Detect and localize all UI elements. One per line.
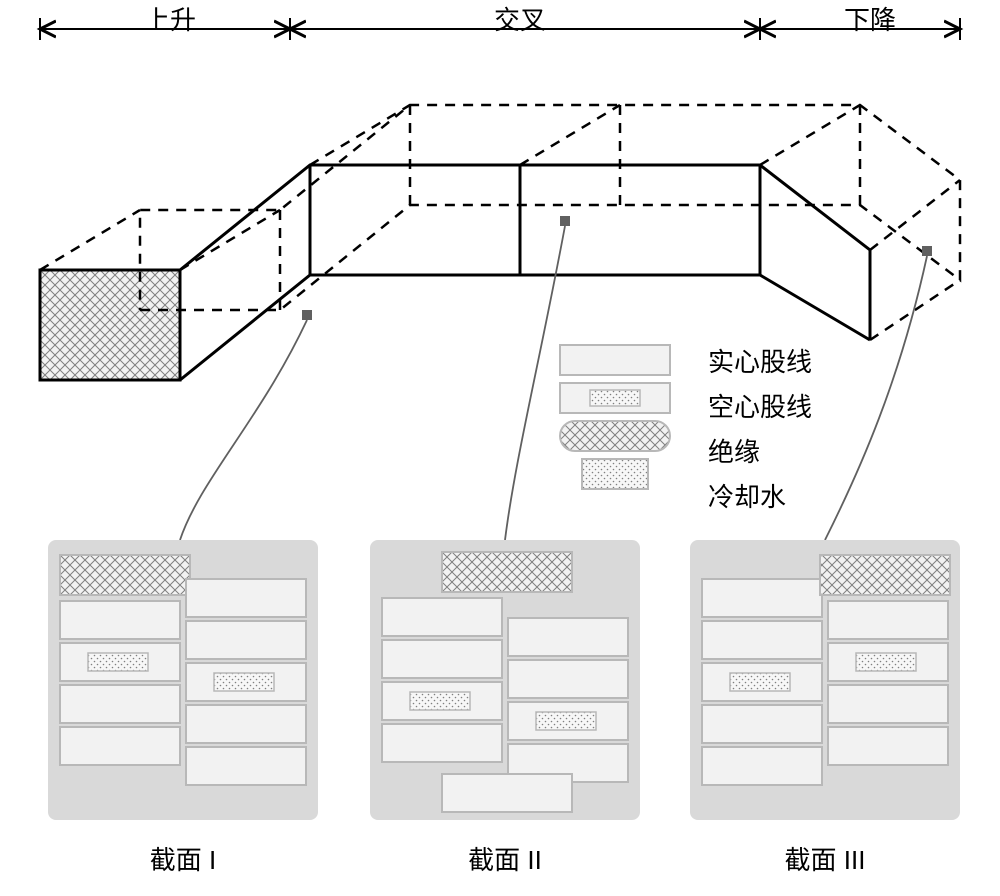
iso-bar: [40, 105, 960, 380]
panel-1: [48, 540, 318, 820]
caption-panel-2: 截面 II: [405, 840, 605, 877]
leaders: [180, 216, 932, 540]
legend-text-block: 实心股线 空心股线 绝缘 冷却水: [690, 342, 812, 522]
diagram-root: 上升 交叉 下降 实心股线 空心股线 绝缘 冷却水 截面 I 截面 II 截面 …: [0, 0, 1000, 896]
legend-hollow: 空心股线: [708, 387, 812, 424]
label-cross: 交叉: [470, 0, 570, 37]
legend-insulation: 绝缘: [708, 432, 760, 469]
caption-panel-1: 截面 I: [83, 840, 283, 877]
label-falling: 下降: [820, 0, 920, 37]
legend-swatches: [560, 345, 670, 489]
main-svg: [0, 0, 1000, 896]
panel-2: [370, 540, 640, 820]
legend-coolant: 冷却水: [708, 477, 786, 514]
caption-panel-3: 截面 III: [725, 840, 925, 877]
label-rising: 上升: [120, 0, 220, 37]
panel-3: [690, 540, 960, 820]
legend-solid: 实心股线: [708, 342, 812, 379]
